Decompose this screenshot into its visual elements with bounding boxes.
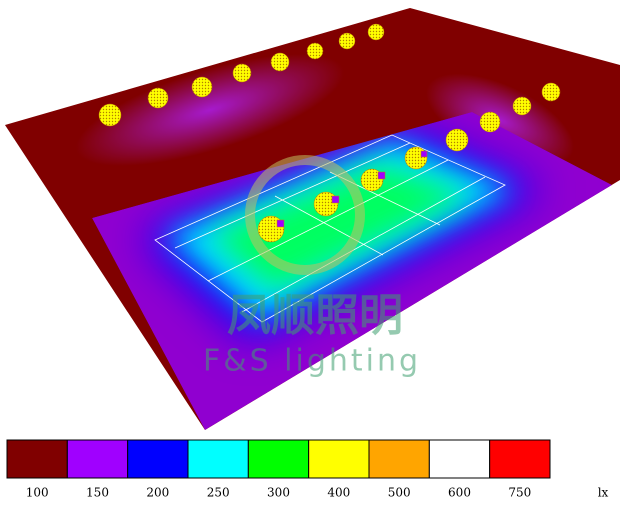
legend-label: 200: [146, 486, 169, 500]
legend-unit: lx: [598, 486, 609, 500]
watermark-en: F&S lighting: [203, 344, 421, 379]
legend-label: 150: [86, 486, 109, 500]
legend-label: 300: [267, 486, 290, 500]
legend-swatch: [6, 439, 68, 479]
legend-swatch: [247, 439, 310, 479]
legend-label: 750: [508, 486, 531, 500]
legend-swatch: [187, 439, 249, 479]
luminaires: [98, 23, 561, 243]
watermark-logo: [245, 155, 365, 275]
watermark: 凤顺照明 F&S lighting: [203, 155, 421, 379]
legend-label: 500: [388, 486, 411, 500]
wall-glow: [75, 53, 345, 167]
scene: [5, 8, 620, 430]
legend-swatch: [428, 439, 491, 479]
watermark-cn: 凤顺照明: [227, 290, 403, 341]
legend: lx 100 150 200 250 300 400 500 600 750: [6, 439, 609, 500]
legend-swatch: [127, 439, 189, 479]
legend-label: 400: [327, 486, 350, 500]
legend-swatch: [66, 439, 129, 479]
legend-swatch: [368, 439, 430, 479]
legend-label: 250: [207, 486, 230, 500]
legend-label: 100: [26, 486, 49, 500]
legend-swatch: [489, 439, 551, 479]
legend-label: 600: [448, 486, 471, 500]
legend-swatch: [308, 439, 370, 479]
